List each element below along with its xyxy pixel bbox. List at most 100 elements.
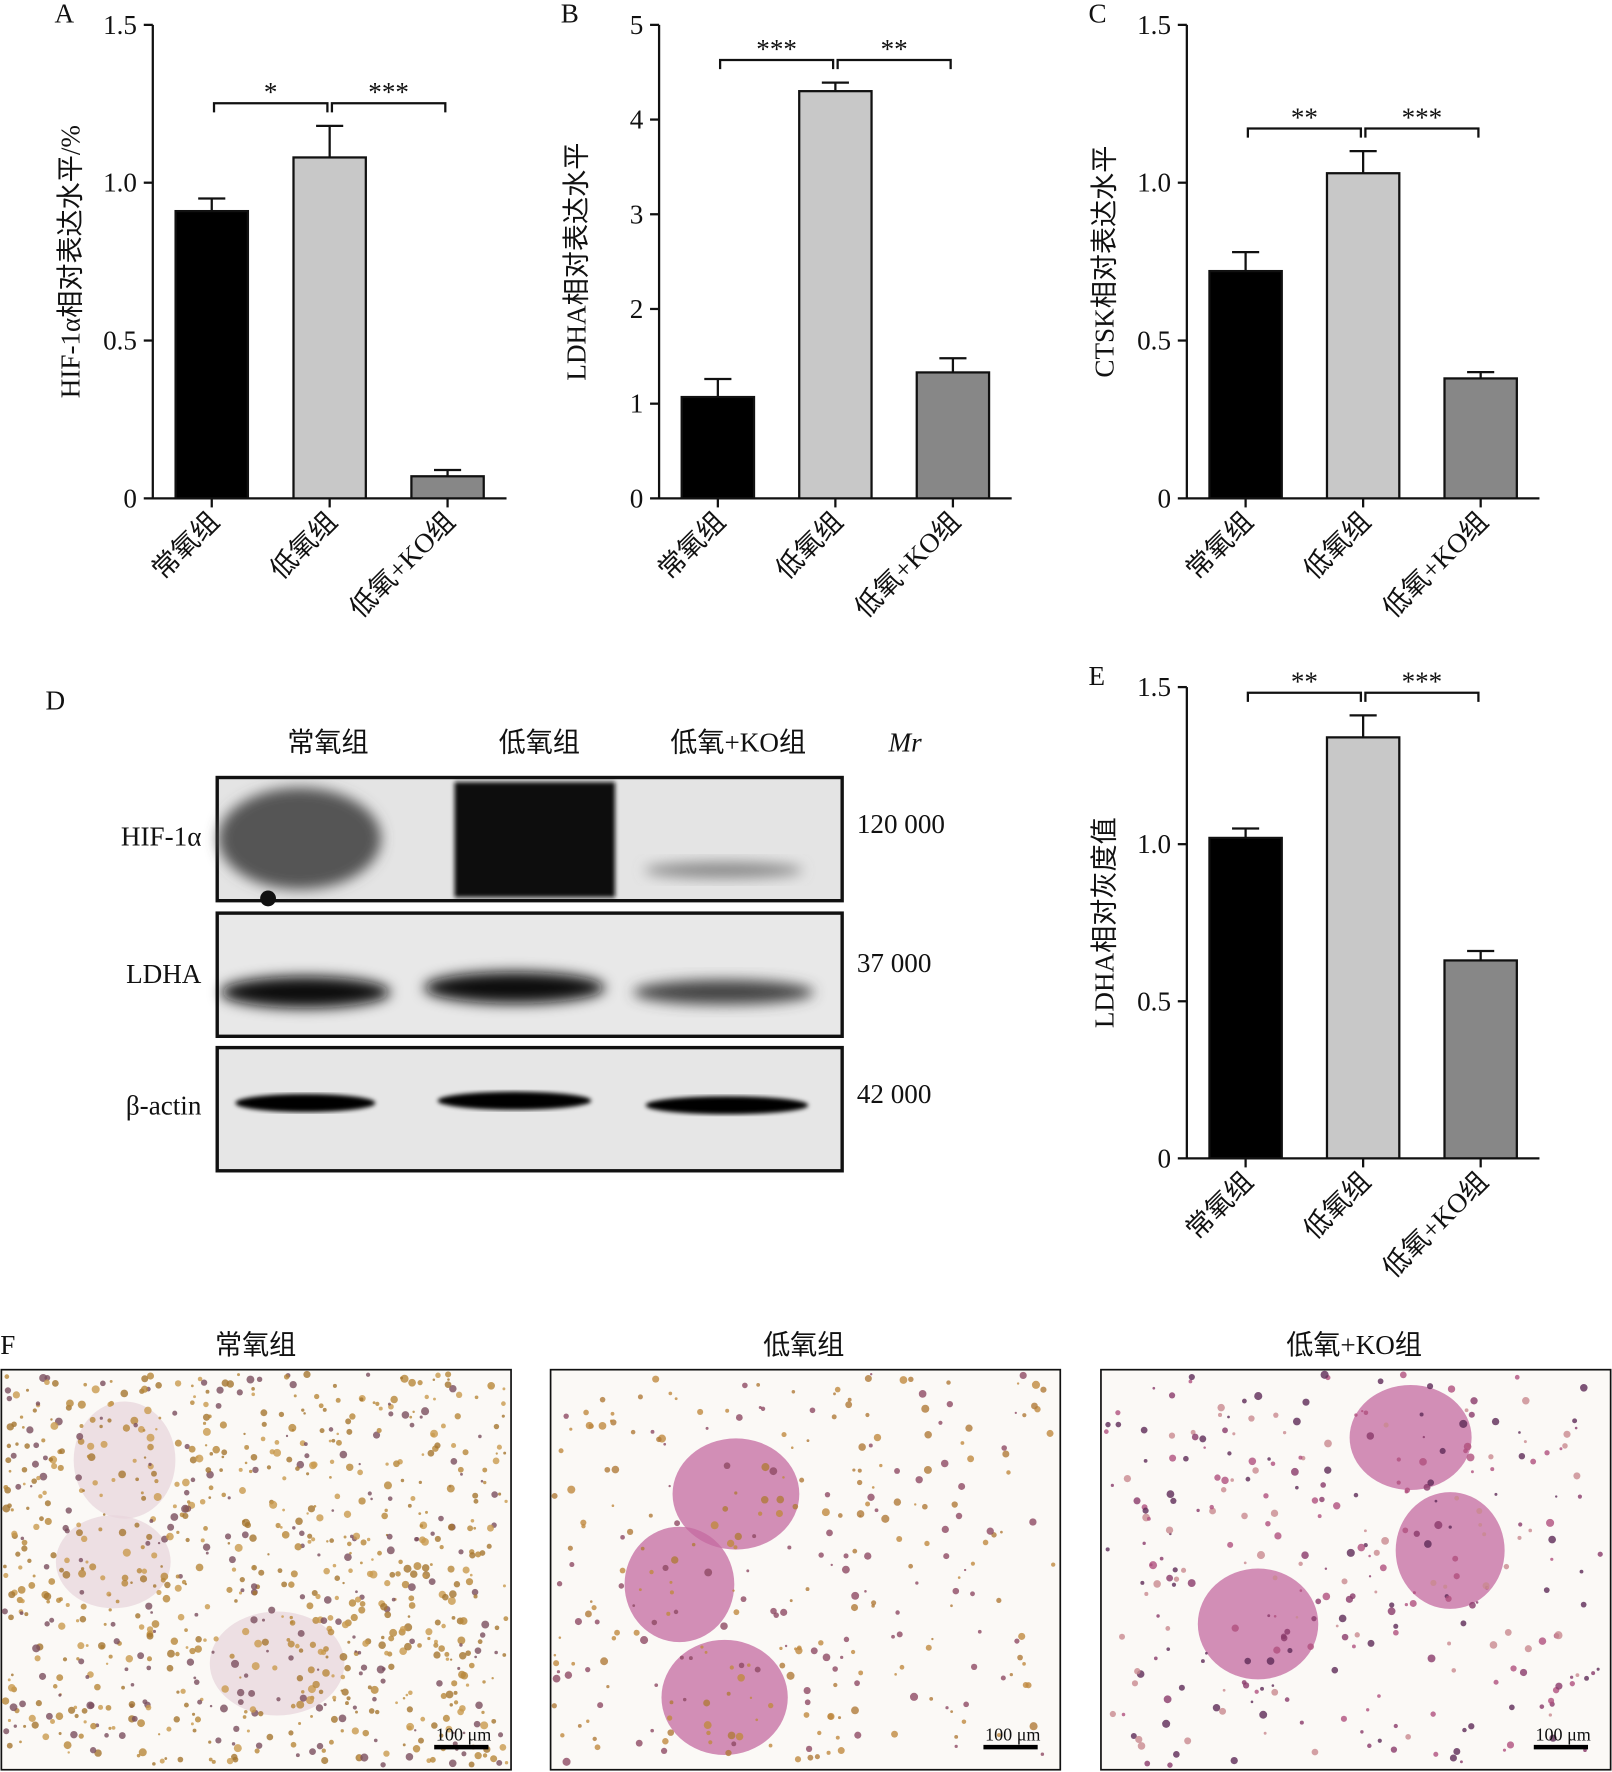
granule	[146, 1433, 155, 1442]
granule	[401, 1580, 410, 1589]
granule	[399, 1625, 407, 1633]
granule	[1014, 1638, 1020, 1644]
granule	[620, 1534, 625, 1540]
granule	[553, 1660, 560, 1667]
y-axis-label: LDHA相对表达水平	[562, 143, 592, 381]
granule	[640, 1546, 645, 1551]
granule	[21, 1426, 25, 1429]
granule	[359, 1397, 364, 1402]
granule	[834, 1386, 841, 1393]
granule	[1135, 1735, 1143, 1744]
granule	[390, 1395, 398, 1404]
granule	[1019, 1371, 1027, 1380]
granule	[193, 1676, 197, 1680]
granule	[726, 1539, 735, 1548]
granule	[244, 1461, 248, 1465]
granule	[473, 1720, 481, 1728]
granule	[373, 1738, 378, 1743]
granule	[1166, 1490, 1175, 1498]
granule	[27, 1558, 32, 1564]
granule	[296, 1700, 305, 1709]
granule	[1273, 1646, 1281, 1654]
granule	[1014, 1411, 1017, 1415]
granule	[835, 1735, 840, 1740]
granule	[577, 1723, 582, 1728]
granule	[346, 1428, 353, 1435]
granule	[1259, 1710, 1268, 1719]
granule	[1393, 1629, 1399, 1636]
granule	[909, 1692, 919, 1701]
granule	[405, 1693, 409, 1697]
bar	[1443, 959, 1518, 1160]
granule	[1227, 1451, 1232, 1456]
granule	[871, 1486, 875, 1489]
granule	[490, 1755, 498, 1763]
x-tick-label: 常氧组	[1180, 1166, 1259, 1245]
granule	[433, 1651, 441, 1659]
granule	[459, 1643, 463, 1647]
granule	[614, 1629, 620, 1636]
granule	[1244, 1657, 1252, 1665]
granule	[306, 1602, 314, 1610]
granule	[720, 1622, 728, 1630]
granule	[668, 1391, 673, 1396]
granule	[1000, 1675, 1006, 1681]
granule	[194, 1716, 201, 1723]
granule	[133, 1422, 138, 1428]
granule	[135, 1477, 139, 1482]
granule	[1377, 1378, 1384, 1385]
granule	[15, 1483, 22, 1490]
error-bar	[434, 468, 462, 477]
granule	[23, 1724, 27, 1728]
granule	[891, 1730, 898, 1738]
granule	[431, 1722, 438, 1729]
granule	[809, 1407, 816, 1414]
granule	[233, 1744, 242, 1753]
granule	[249, 1706, 257, 1713]
granule	[28, 1582, 36, 1589]
granule	[1022, 1661, 1026, 1666]
granule	[48, 1457, 54, 1462]
granule	[32, 1408, 37, 1413]
granule	[1482, 1532, 1487, 1537]
granule	[132, 1458, 137, 1463]
granule	[1130, 1732, 1137, 1739]
granule	[1307, 1643, 1314, 1650]
granule	[160, 1565, 163, 1568]
granule	[38, 1494, 43, 1499]
granule	[338, 1714, 347, 1723]
cell	[1349, 1384, 1472, 1490]
y-tick-label: 3	[630, 199, 644, 229]
granule	[336, 1439, 342, 1446]
granule	[108, 1654, 113, 1659]
granule	[80, 1535, 88, 1543]
granule	[335, 1618, 342, 1625]
granule	[15, 1442, 19, 1446]
granule	[779, 1662, 786, 1669]
granule	[1596, 1667, 1600, 1671]
granule	[1220, 1487, 1227, 1493]
granule	[1159, 1556, 1164, 1561]
granule	[1221, 1476, 1229, 1485]
granule	[417, 1380, 423, 1386]
granule	[303, 1412, 306, 1415]
granule	[298, 1721, 302, 1725]
granule	[192, 1728, 197, 1733]
granule	[1200, 1659, 1205, 1664]
granule	[19, 1415, 24, 1419]
granule	[1146, 1516, 1151, 1521]
granule	[18, 1565, 23, 1570]
granule	[795, 1646, 803, 1655]
granule	[51, 1463, 58, 1470]
granule	[858, 1670, 864, 1676]
granule	[454, 1413, 461, 1420]
granule	[376, 1665, 385, 1674]
granule	[39, 1516, 44, 1522]
granule	[152, 1762, 156, 1766]
granule	[118, 1528, 127, 1537]
granule	[674, 1520, 681, 1527]
granule	[329, 1476, 332, 1479]
granule	[955, 1512, 963, 1520]
granule	[140, 1545, 145, 1550]
granule	[789, 1599, 793, 1603]
